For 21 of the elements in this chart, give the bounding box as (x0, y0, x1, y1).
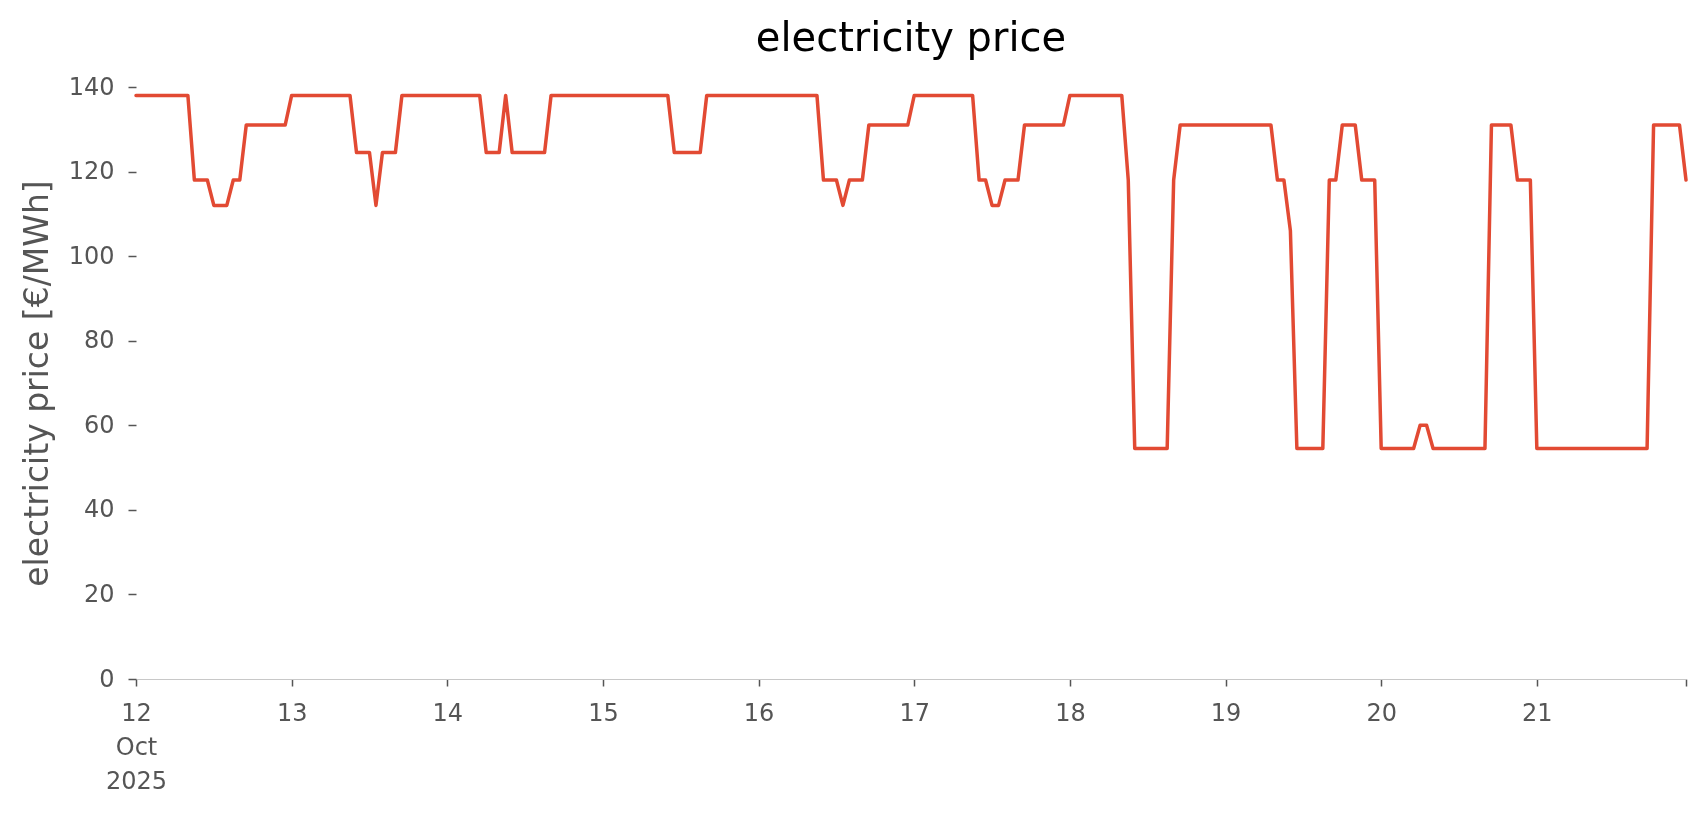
x-tick-label: 16 (743, 698, 775, 727)
x-tick-label: 14 (432, 698, 464, 727)
x-tick-label: 19 (1210, 698, 1242, 727)
y-tick-label: 120 (68, 157, 115, 186)
x-tick-label: 17 (899, 698, 931, 727)
y-tick-label: 140 (68, 72, 115, 101)
y-axis-title: electricity price [€/MWh] (16, 180, 56, 587)
y-tick-label: 100 (68, 241, 115, 270)
y-tick-label: 60 (83, 410, 115, 439)
x-tick-label: 20 (1366, 698, 1397, 727)
y-tick-label: 80 (83, 326, 115, 355)
line-series (134, 93, 1688, 451)
chart-title: electricity price (755, 14, 1067, 60)
y-tick-label: 0 (99, 664, 115, 693)
y-tick-label: 20 (83, 579, 115, 608)
x-tick-label: 18 (1055, 698, 1086, 727)
x-tick-label: 21 (1522, 698, 1553, 727)
x-tick-label: 13 (276, 698, 308, 727)
x-tick-label: 15 (588, 698, 619, 727)
x-tick-label: 12 Oct 2025 (105, 698, 168, 795)
y-tick-label: 40 (83, 495, 115, 524)
